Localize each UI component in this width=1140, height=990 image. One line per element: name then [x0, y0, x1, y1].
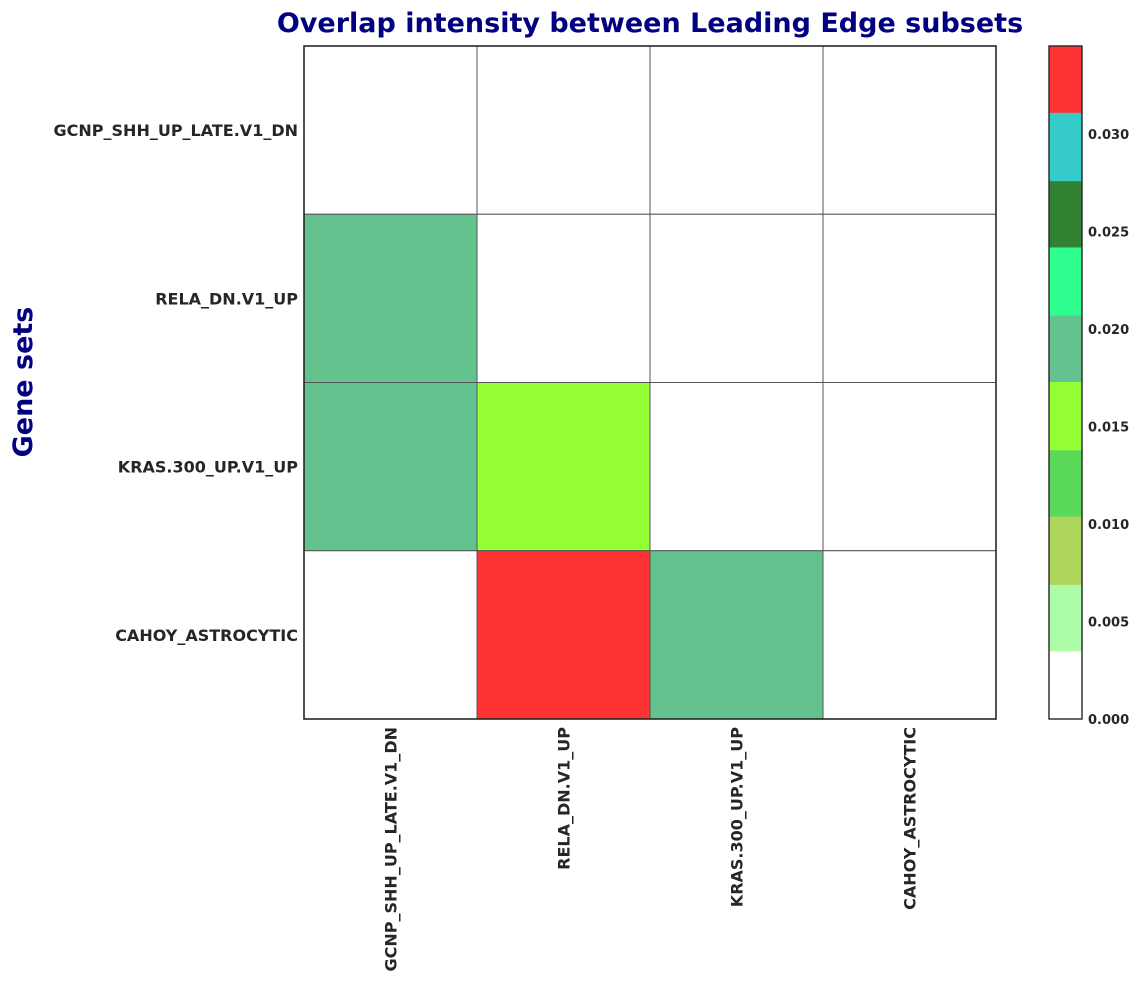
y-tick-label: RELA_DN.V1_UP: [155, 289, 298, 308]
colorbar-segment: [1049, 315, 1082, 383]
colorbar-segment: [1049, 180, 1082, 248]
colorbar-segment: [1049, 449, 1082, 517]
colorbar-segment: [1049, 650, 1082, 720]
y-axis-label: Gene sets: [8, 307, 39, 458]
heatmap-cell: [822, 213, 997, 383]
chart-title: Overlap intensity between Leading Edge s…: [277, 8, 1023, 39]
x-tick-label: GCNP_SHH_UP_LATE.V1_DN: [382, 727, 401, 971]
colorbar-frame: [1048, 45, 1083, 720]
heatmap-cell: [822, 382, 997, 552]
heatmap-cell: [303, 213, 478, 383]
colorbar-segment: [1049, 246, 1082, 316]
heatmap-cells: [303, 45, 997, 720]
heatmap-cell: [649, 213, 824, 383]
y-tick-label: KRAS.300_UP.V1_UP: [118, 458, 298, 477]
heatmap-cell: [822, 550, 997, 720]
colorbar-tick-label: 0.015: [1088, 420, 1129, 435]
heatmap-cell: [476, 382, 651, 552]
colorbar-tick-label: 0.030: [1088, 128, 1129, 143]
heatmap-cell: [649, 550, 824, 720]
heatmap-cell: [476, 45, 651, 215]
heatmap-cell: [303, 382, 478, 552]
heatmap-cell: [303, 550, 478, 720]
colorbar-tick-label: 0.010: [1088, 518, 1129, 533]
colorbar-segment: [1049, 584, 1082, 652]
colorbar-segment: [1049, 46, 1082, 113]
x-tick-label: CAHOY_ASTROCYTIC: [901, 727, 920, 910]
x-tick-labels: GCNP_SHH_UP_LATE.V1_DN RELA_DN.V1_UP KRAS.…: [382, 727, 920, 972]
colorbar-segment: [1049, 112, 1082, 182]
colorbar-segment: [1049, 381, 1082, 451]
colorbar-tick-label: 0.005: [1088, 615, 1129, 630]
heatmap-cell: [476, 550, 651, 720]
colorbar-tick-label: 0.025: [1088, 225, 1129, 240]
heatmap-cell: [649, 382, 824, 552]
heatmap-cell: [649, 45, 824, 215]
x-tick-label: RELA_DN.V1_UP: [555, 727, 574, 870]
colorbar-tick-labels: 0.000 0.005 0.010 0.015 0.020 0.025 0.030: [1088, 128, 1129, 728]
y-tick-label: GCNP_SHH_UP_LATE.V1_DN: [54, 121, 298, 140]
plot-frame: [303, 45, 997, 720]
heatmap-cell: [822, 45, 997, 215]
colorbar-segment: [1049, 516, 1082, 585]
y-tick-labels: GCNP_SHH_UP_LATE.V1_DN RELA_DN.V1_UP KRAS.…: [54, 121, 299, 645]
colorbar: [1049, 46, 1082, 720]
heatmap-cell: [303, 45, 478, 215]
x-tick-label: KRAS.300_UP.V1_UP: [728, 727, 747, 907]
colorbar-tick-label: 0.020: [1088, 323, 1129, 338]
y-tick-label: CAHOY_ASTROCYTIC: [115, 626, 298, 645]
colorbar-tick-label: 0.000: [1088, 713, 1129, 728]
heatmap-cell: [476, 213, 651, 383]
